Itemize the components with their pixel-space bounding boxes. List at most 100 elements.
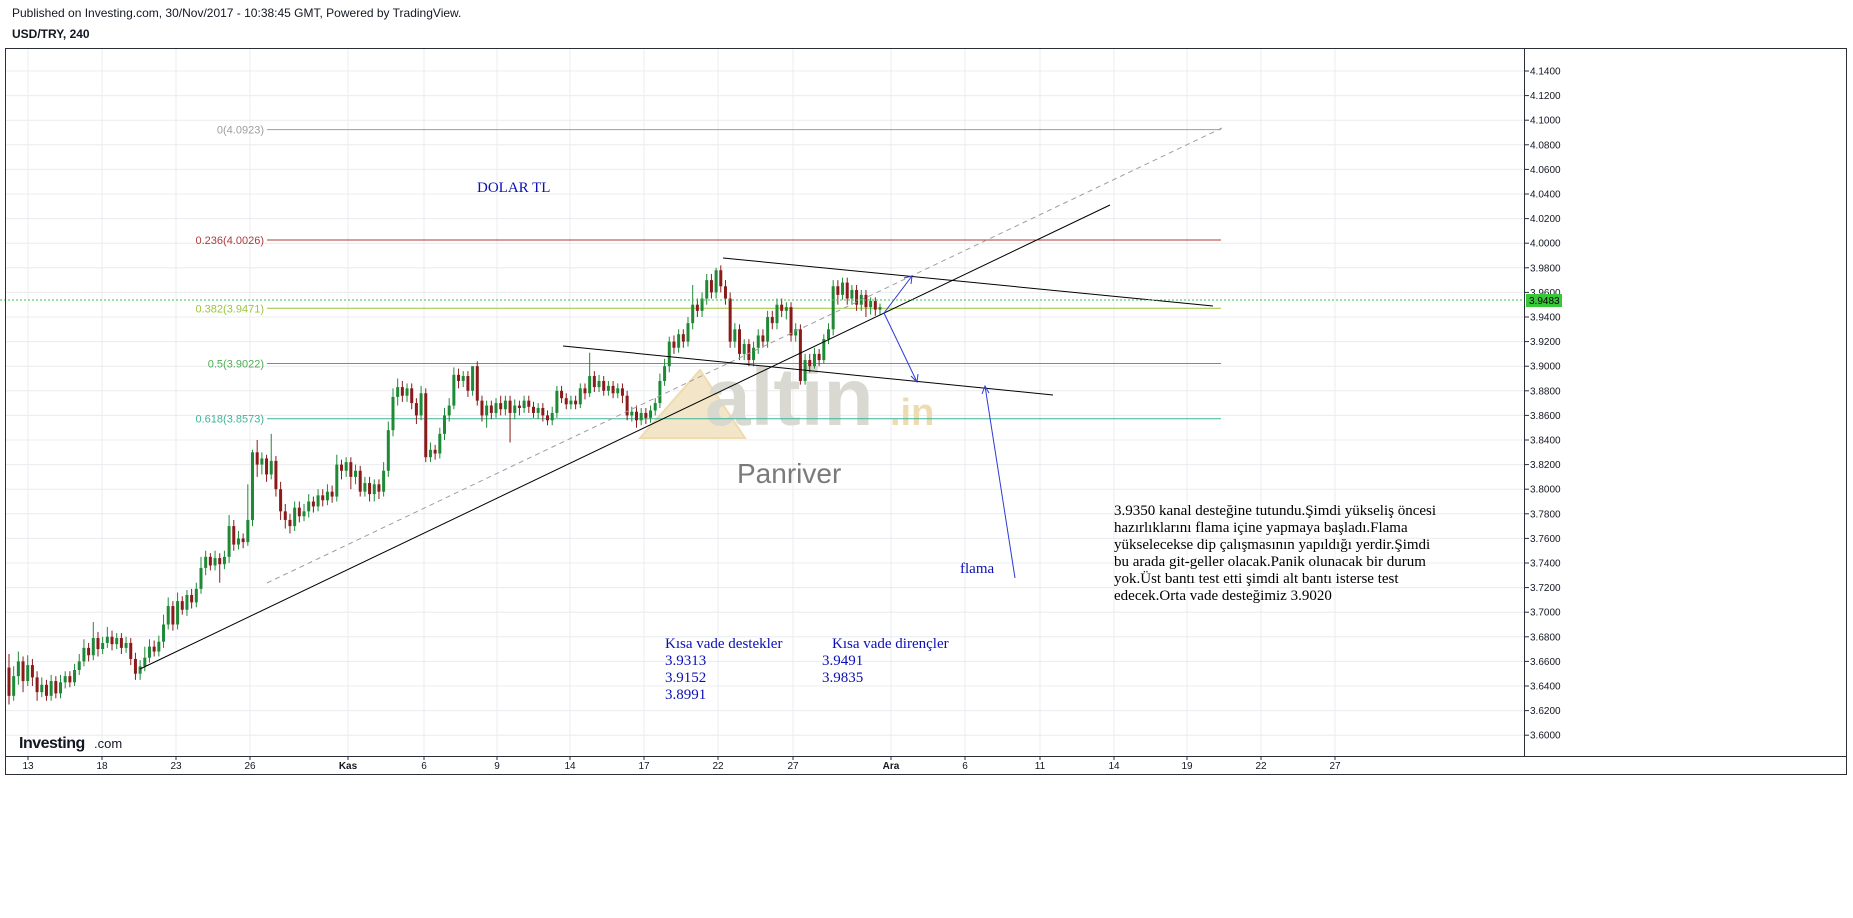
x-tick-label: 14 bbox=[564, 761, 576, 772]
candle bbox=[12, 666, 16, 701]
candle bbox=[213, 550, 217, 571]
candle bbox=[775, 298, 779, 330]
candle bbox=[873, 297, 877, 316]
y-tick-label: 3.8800 bbox=[1530, 386, 1561, 397]
candle bbox=[218, 553, 222, 583]
candle bbox=[335, 454, 339, 502]
candle bbox=[826, 323, 830, 345]
candle bbox=[30, 658, 34, 686]
candle bbox=[279, 481, 283, 520]
candle bbox=[452, 367, 456, 410]
candle bbox=[794, 323, 798, 342]
price-axis[interactable]: 4.1400 4.1200 4.1000 4.0800 4.0600 4.0400 4.02… bbox=[1524, 67, 1561, 742]
y-tick-label: 3.7800 bbox=[1530, 509, 1561, 520]
time-axis-border bbox=[5, 756, 1847, 775]
candle bbox=[307, 494, 311, 518]
x-tick-label: 22 bbox=[712, 761, 724, 772]
y-tick-label: 3.7200 bbox=[1530, 583, 1561, 594]
candle bbox=[133, 652, 137, 680]
fib-level-label: 0.618(3.8573) bbox=[196, 414, 265, 426]
candle bbox=[77, 654, 81, 675]
time-axis[interactable]: 13 18 23 26 Kas 6 9 14 17 22 27 Ara 6 11 14 19 22 27 bbox=[22, 756, 1341, 772]
uptrend-line bbox=[139, 204, 1111, 670]
candle bbox=[40, 677, 44, 698]
candle bbox=[592, 371, 596, 393]
candle bbox=[129, 638, 133, 666]
candle bbox=[386, 421, 390, 477]
x-tick-label: 19 bbox=[1181, 761, 1193, 772]
candle bbox=[260, 452, 264, 475]
candle bbox=[424, 388, 428, 463]
candle bbox=[663, 358, 667, 386]
candle bbox=[517, 400, 521, 416]
candle bbox=[414, 398, 418, 425]
candle bbox=[667, 336, 671, 373]
candle bbox=[325, 484, 329, 506]
support-level-2: 3.9152 bbox=[665, 670, 706, 686]
candle bbox=[513, 399, 517, 420]
candle bbox=[461, 371, 465, 388]
candle bbox=[138, 660, 142, 680]
candle bbox=[728, 292, 732, 348]
candle bbox=[405, 383, 409, 402]
candle bbox=[499, 395, 503, 416]
candle bbox=[152, 640, 156, 657]
candle bbox=[251, 449, 255, 527]
candle bbox=[761, 329, 765, 348]
candle bbox=[597, 374, 601, 393]
x-tick-label: 23 bbox=[170, 761, 182, 772]
candle bbox=[602, 376, 606, 396]
candlesticks bbox=[7, 265, 882, 705]
candle bbox=[293, 501, 297, 532]
candle bbox=[162, 614, 166, 648]
watermark-logo-icon bbox=[637, 368, 747, 439]
candle bbox=[283, 503, 287, 529]
candle bbox=[850, 285, 854, 305]
candle bbox=[447, 398, 451, 422]
candle bbox=[606, 380, 610, 396]
candle bbox=[503, 395, 507, 416]
candle bbox=[443, 408, 446, 440]
candle bbox=[681, 329, 685, 348]
candle bbox=[508, 395, 512, 443]
analysis-comment: 3.9350 kanal desteğine tutundu.Şimdi yük… bbox=[1114, 503, 1436, 604]
flag-lower-line bbox=[562, 345, 1054, 396]
fibonacci-levels: 0(4.0923) 0.236(4.0026) 0.382(3.9471) 0.5(3… bbox=[196, 125, 1221, 426]
x-tick-label: 6 bbox=[421, 761, 427, 772]
candle bbox=[7, 654, 11, 705]
y-tick-label: 3.8600 bbox=[1530, 411, 1561, 422]
candle bbox=[836, 280, 840, 305]
candle bbox=[770, 310, 774, 330]
chart-title-note: DOLAR TL bbox=[477, 180, 550, 196]
watermark-brand-suffix: .in bbox=[890, 392, 934, 434]
candle bbox=[574, 395, 578, 410]
comment-line: bu arada git-geller olacak.Panik olunaca… bbox=[1114, 554, 1426, 570]
candle bbox=[784, 302, 788, 320]
candle bbox=[653, 398, 657, 416]
y-tick-label: 4.0400 bbox=[1530, 190, 1561, 201]
y-tick-label: 3.9400 bbox=[1530, 313, 1561, 324]
y-tick-label: 4.0000 bbox=[1530, 239, 1561, 250]
candle bbox=[204, 550, 208, 576]
y-tick-label: 4.0200 bbox=[1530, 214, 1561, 225]
candle bbox=[864, 289, 868, 317]
candle bbox=[817, 348, 821, 367]
y-tick-label: 3.6800 bbox=[1530, 632, 1561, 643]
candle bbox=[119, 633, 123, 655]
x-tick-label: Ara bbox=[883, 761, 900, 772]
symbol-title: USD/TRY, 240 bbox=[12, 27, 90, 41]
candle bbox=[157, 635, 161, 657]
candle bbox=[382, 462, 386, 497]
watermark-sub: Panriver bbox=[737, 458, 841, 489]
logo-main: Investing bbox=[19, 735, 85, 752]
comment-line: 3.9350 kanal desteğine tutundu.Şimdi yük… bbox=[1114, 503, 1436, 519]
candle bbox=[363, 476, 367, 497]
candle bbox=[433, 444, 437, 460]
y-tick-label: 3.9200 bbox=[1530, 337, 1561, 348]
x-tick-label: 27 bbox=[787, 761, 799, 772]
candle bbox=[391, 388, 395, 437]
candle bbox=[457, 368, 461, 389]
candle bbox=[372, 479, 376, 502]
candle bbox=[316, 489, 320, 512]
